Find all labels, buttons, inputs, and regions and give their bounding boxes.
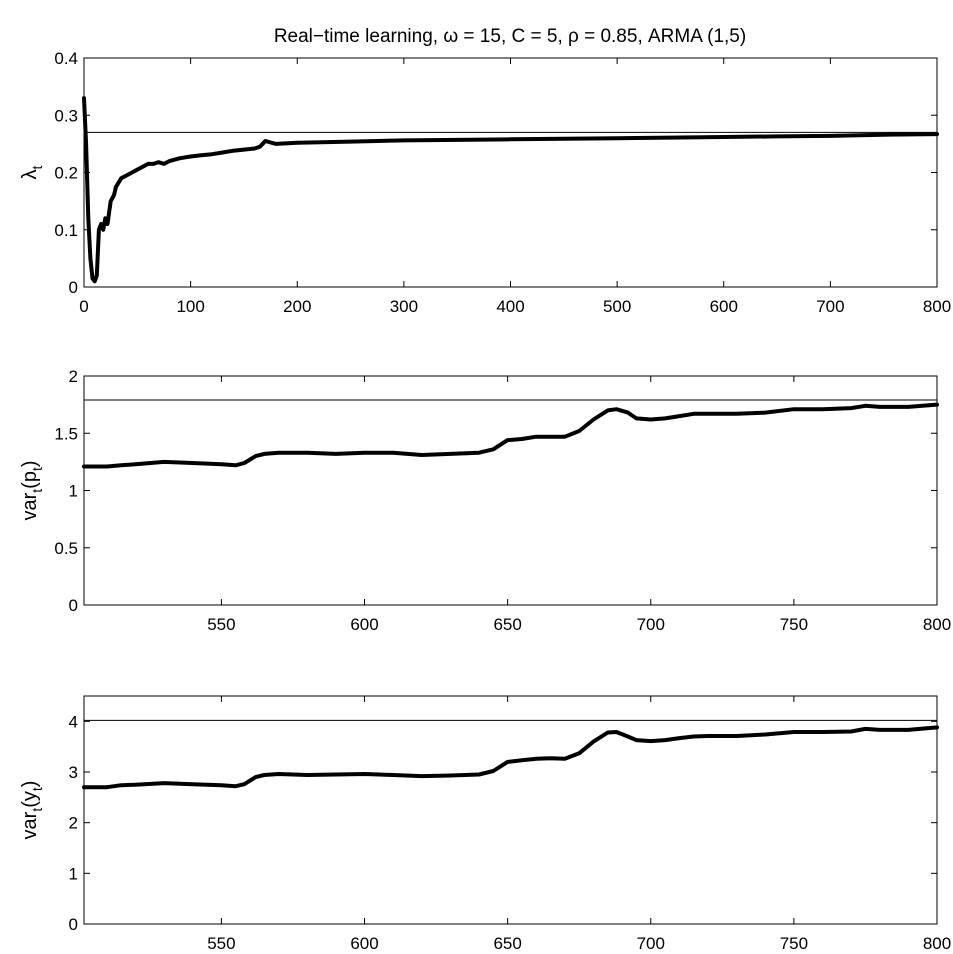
x-tick-label: 800 (923, 934, 951, 953)
y-tick-label: 2 (69, 367, 78, 386)
figure-title: Real−time learning, ω = 15, C = 5, ρ = 0… (274, 26, 746, 47)
y-tick-label: 1 (69, 864, 78, 883)
x-tick-label: 800 (923, 615, 951, 634)
axes-box (83, 57, 938, 288)
x-tick-label: 750 (780, 934, 808, 953)
x-tick-label: 650 (493, 615, 521, 634)
x-tick-label: 100 (176, 297, 204, 316)
y-axis-label: vart(yt) (19, 781, 45, 840)
series-line (82, 96, 939, 284)
x-tick-label: 400 (496, 297, 524, 316)
y-axis-label: λt (19, 165, 45, 179)
x-tick-label: 600 (710, 297, 738, 316)
y-axis-label: vart(pt) (19, 460, 45, 520)
x-tick-label: 600 (350, 934, 378, 953)
x-tick-label: 750 (780, 615, 808, 634)
x-tick-label: 800 (923, 297, 951, 316)
y-tick-label: 0.5 (54, 539, 78, 558)
y-tick-label: 0 (69, 915, 78, 934)
axes-box (83, 695, 938, 925)
y-tick-label: 0.4 (54, 49, 78, 68)
y-tick-label: 0 (69, 278, 78, 297)
x-tick-label: 700 (637, 615, 665, 634)
x-tick-label: 200 (283, 297, 311, 316)
y-tick-label: 0 (69, 596, 78, 615)
x-tick-label: 650 (493, 934, 521, 953)
y-tick-label: 1 (69, 482, 78, 501)
x-tick-label: 550 (207, 615, 235, 634)
var-y-panel: 550 600 650 700 750 800 0 1 2 3 4 vart(yt) (19, 695, 951, 953)
lambda-panel: 0 100 200 300 400 500 600 700 800 0 0.1 0.2 0.3 0.4 λt (19, 49, 951, 316)
x-tick-label: 700 (816, 297, 844, 316)
y-tick-label: 3 (69, 763, 78, 782)
y-tick-label: 0.3 (54, 106, 78, 125)
x-tick-label: 500 (603, 297, 631, 316)
y-tick-label: 2 (69, 814, 78, 833)
y-tick-label: 4 (69, 712, 78, 731)
var-p-panel: 550 600 650 700 750 800 0 0.5 1 1.5 2 vart(pt) (19, 367, 951, 634)
series-line (82, 402, 939, 469)
x-tick-label: 700 (637, 934, 665, 953)
y-tick-label: 1.5 (54, 424, 78, 443)
x-tick-label: 0 (79, 297, 88, 316)
x-tick-label: 300 (390, 297, 418, 316)
x-tick-label: 600 (350, 615, 378, 634)
x-tick-label: 550 (207, 934, 235, 953)
y-tick-label: 0.1 (54, 221, 78, 240)
y-tick-label: 0.2 (54, 164, 78, 183)
series-line (82, 725, 939, 790)
